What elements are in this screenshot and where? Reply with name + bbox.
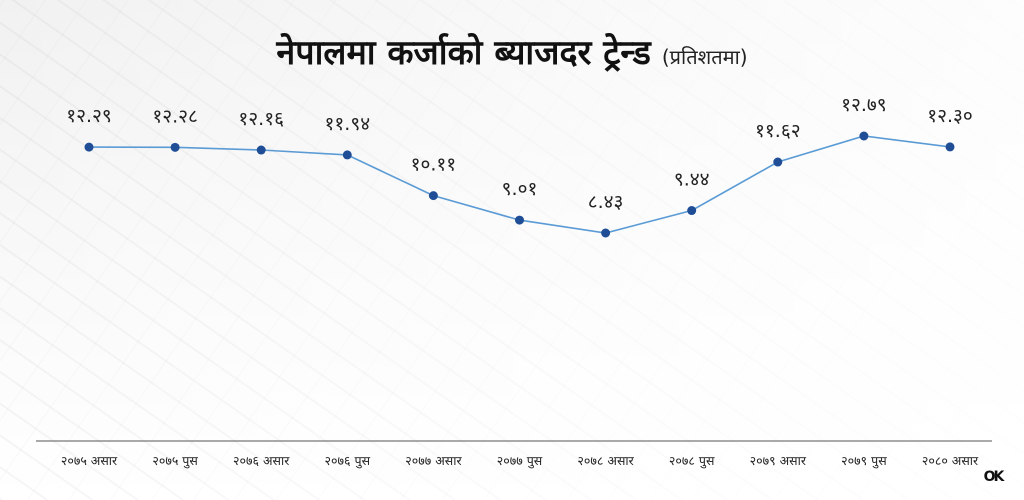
- data-label: ११.९४: [325, 113, 371, 135]
- data-label: ८.४३: [588, 191, 624, 213]
- x-tick-label: २०७७ पुस: [497, 453, 543, 469]
- data-point: [428, 191, 438, 201]
- x-tick-label: २०७९ असार: [750, 453, 807, 468]
- x-tick-label: २०७६ असार: [233, 453, 290, 468]
- x-tick-label: २०७५ पुस: [152, 453, 198, 469]
- brand-logo-text: OK: [983, 469, 1005, 485]
- data-label: १२.३०: [927, 105, 973, 127]
- x-tick-label: २०८० असार: [922, 453, 979, 468]
- data-point: [256, 145, 266, 155]
- x-tick-label: २०७७ असार: [405, 453, 462, 468]
- data-point: [342, 150, 352, 160]
- data-label: १२.२९: [66, 105, 112, 127]
- data-point: [170, 142, 180, 152]
- data-point: [84, 142, 94, 152]
- data-point: [515, 215, 524, 225]
- data-label: १२.७९: [841, 94, 887, 116]
- x-tick-label: २०७६ पुस: [325, 453, 371, 469]
- data-label: १२.२८: [152, 105, 198, 127]
- data-point: [687, 206, 697, 216]
- x-tick-label: २०७८ असार: [577, 453, 634, 468]
- data-label: ११.६२: [755, 120, 801, 142]
- data-label: १२.१६: [238, 108, 284, 130]
- data-label: १०.११: [411, 154, 457, 176]
- data-label: ९.०१: [502, 178, 538, 200]
- data-point: [945, 142, 955, 152]
- chart-subtitle: (प्रतिशतमा): [661, 45, 748, 69]
- x-tick-label: २०७८ पुस: [669, 453, 715, 469]
- data-label: ९.४४: [674, 169, 710, 191]
- chart-title-block: नेपालमा कर्जाको ब्याजदर ट्रेन्ड (प्रतिशत…: [0, 28, 1024, 74]
- data-point: [773, 157, 783, 167]
- x-tick-label: २०७५ असार: [61, 453, 118, 468]
- data-point: [859, 131, 869, 141]
- brand-logo: OK: [980, 464, 1006, 490]
- x-tick-label: २०७९ पुस: [841, 453, 887, 469]
- chart-title: नेपालमा कर्जाको ब्याजदर ट्रेन्ड: [276, 33, 651, 73]
- data-point: [601, 228, 611, 238]
